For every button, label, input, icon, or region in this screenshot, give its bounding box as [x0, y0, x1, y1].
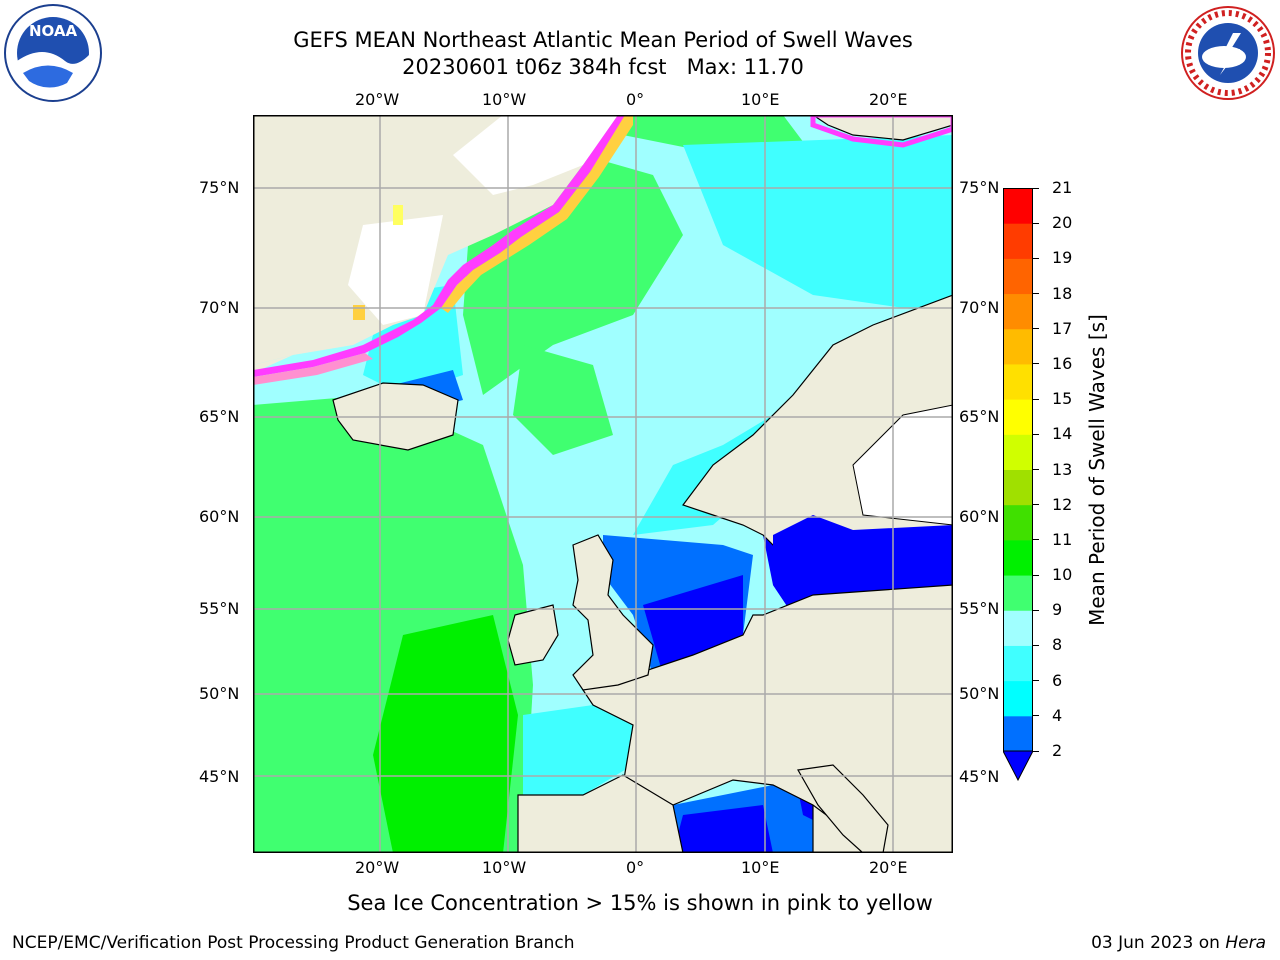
chart-title: GEFS MEAN Northeast Atlantic Mean Period…: [293, 28, 913, 52]
colorbar-tick-label: 21: [1052, 178, 1073, 197]
colorbar-segment: [1003, 363, 1033, 400]
swell-period-map: [253, 112, 956, 854]
colorbar-tick-labels: 2 4 6 8 9 10 11 12 13 14 15 16 17 18 19 20 21: [1033, 178, 1093, 768]
colorbar-tick-label: 6: [1052, 670, 1063, 690]
colorbar-tick-label: 11: [1052, 529, 1073, 549]
lon-label-top: 10°W: [482, 90, 527, 109]
graticule: [253, 115, 953, 853]
colorbar-segment: [1003, 575, 1033, 611]
lon-label-bottom: 10°E: [741, 858, 780, 877]
colorbar-outline: [1003, 188, 1033, 752]
colorbar-segment: [1003, 680, 1033, 717]
lon-label-bottom: 20°E: [869, 858, 908, 877]
colorbar-tick-mark: [1033, 539, 1039, 541]
colorbar-segment: [1003, 504, 1033, 541]
colorbar-tick-mark: [1033, 328, 1039, 330]
lat-label-left: 55°N: [199, 599, 240, 618]
colorbar-tick-mark: [1033, 680, 1039, 682]
colorbar-tick-label: 14: [1052, 424, 1073, 444]
noaa-logo: NOAA: [3, 3, 103, 103]
lon-label-top: 20°E: [869, 90, 908, 109]
lat-label-left: 65°N: [199, 407, 240, 426]
colorbar-segment: [1003, 188, 1033, 224]
colorbar-tick-label: 19: [1052, 248, 1073, 268]
lat-label-left: 45°N: [199, 767, 240, 786]
colorbar: [1002, 188, 1034, 782]
colorbar-tick-mark: [1033, 644, 1039, 646]
chart-subtitle: 20230601 t06z 384h fcst Max: 11.70: [402, 55, 804, 79]
lat-label-left: 70°N: [199, 298, 240, 317]
colorbar-segment: [1003, 434, 1033, 470]
date-text: 03 Jun 2023 on: [1091, 933, 1226, 953]
host-name: Hera: [1225, 933, 1266, 953]
lon-label-top: 10°E: [741, 90, 780, 109]
colorbar-tick-mark: [1033, 715, 1039, 717]
lat-label-right: 60°N: [959, 507, 1000, 526]
colorbar-tick-label: 12: [1052, 494, 1073, 514]
lon-label-bottom: 20°W: [355, 858, 400, 877]
colorbar-tick-label: 9: [1052, 600, 1063, 620]
lat-label-left: 50°N: [199, 684, 240, 703]
lat-label-right: 70°N: [959, 298, 1000, 317]
colorbar-tick-mark: [1033, 750, 1039, 752]
colorbar-tick-label: 10: [1052, 565, 1073, 585]
lat-label-right: 65°N: [959, 407, 1000, 426]
colorbar-tick-label: 18: [1052, 283, 1073, 303]
lat-label-right: 75°N: [959, 178, 1000, 197]
svg-text:NOAA: NOAA: [29, 22, 78, 40]
lon-label-top: 0°: [626, 90, 645, 109]
colorbar-tick-mark: [1033, 609, 1039, 611]
lon-label-bottom: 0°: [626, 858, 645, 877]
lon-label-bottom: 10°W: [482, 858, 527, 877]
colorbar-tick-mark: [1033, 222, 1039, 224]
colorbar-tick-label: 16: [1052, 353, 1073, 373]
colorbar-segment: [1003, 258, 1033, 295]
colorbar-segment: [1003, 399, 1033, 435]
colorbar-tick-label: 20: [1052, 213, 1073, 233]
colorbar-segment: [1003, 223, 1033, 259]
colorbar-tick-label: 13: [1052, 459, 1073, 479]
lat-label-right: 55°N: [959, 599, 1000, 618]
colorbar-tick-mark: [1033, 398, 1039, 400]
colorbar-tick-mark: [1033, 187, 1039, 189]
colorbar-segment: [1003, 293, 1033, 330]
colorbar-segment: [1003, 328, 1033, 365]
sea-ice-note: Sea Ice Concentration > 15% is shown in …: [347, 891, 933, 915]
colorbar-segment: [1003, 645, 1033, 682]
colorbar-tick-mark: [1033, 293, 1039, 295]
colorbar-extend-triangle: [1002, 750, 1034, 782]
colorbar-tick-mark: [1033, 363, 1039, 365]
colorbar-tick-mark: [1033, 257, 1039, 259]
colorbar-tick-label: 8: [1052, 635, 1063, 655]
lon-label-top: 20°W: [355, 90, 400, 109]
lat-label-left: 60°N: [199, 507, 240, 526]
lat-label-right: 50°N: [959, 684, 1000, 703]
colorbar-tick-mark: [1033, 469, 1039, 470]
lat-label-left: 75°N: [199, 178, 240, 197]
colorbar-segment: [1003, 715, 1033, 752]
colorbar-tick-label: 17: [1052, 318, 1073, 338]
date-stamp: 03 Jun 2023 on Hera: [1091, 933, 1266, 953]
colorbar-segment: [1003, 610, 1033, 646]
colorbar-tick-label: 15: [1052, 389, 1073, 409]
colorbar-tick-label: 2: [1052, 741, 1063, 760]
lat-label-right: 45°N: [959, 767, 1000, 786]
colorbar-label: Mean Period of Swell Waves [s]: [1085, 314, 1109, 626]
nws-logo: [1178, 5, 1278, 101]
colorbar-tick-mark: [1033, 433, 1039, 435]
colorbar-tick-label: 4: [1052, 705, 1063, 725]
colorbar-tick-mark: [1033, 504, 1039, 506]
colorbar-segment: [1003, 469, 1033, 506]
credit-text: NCEP/EMC/Verification Post Processing Pr…: [12, 933, 575, 953]
colorbar-segment: [1003, 539, 1033, 576]
colorbar-tick-mark: [1033, 574, 1039, 576]
